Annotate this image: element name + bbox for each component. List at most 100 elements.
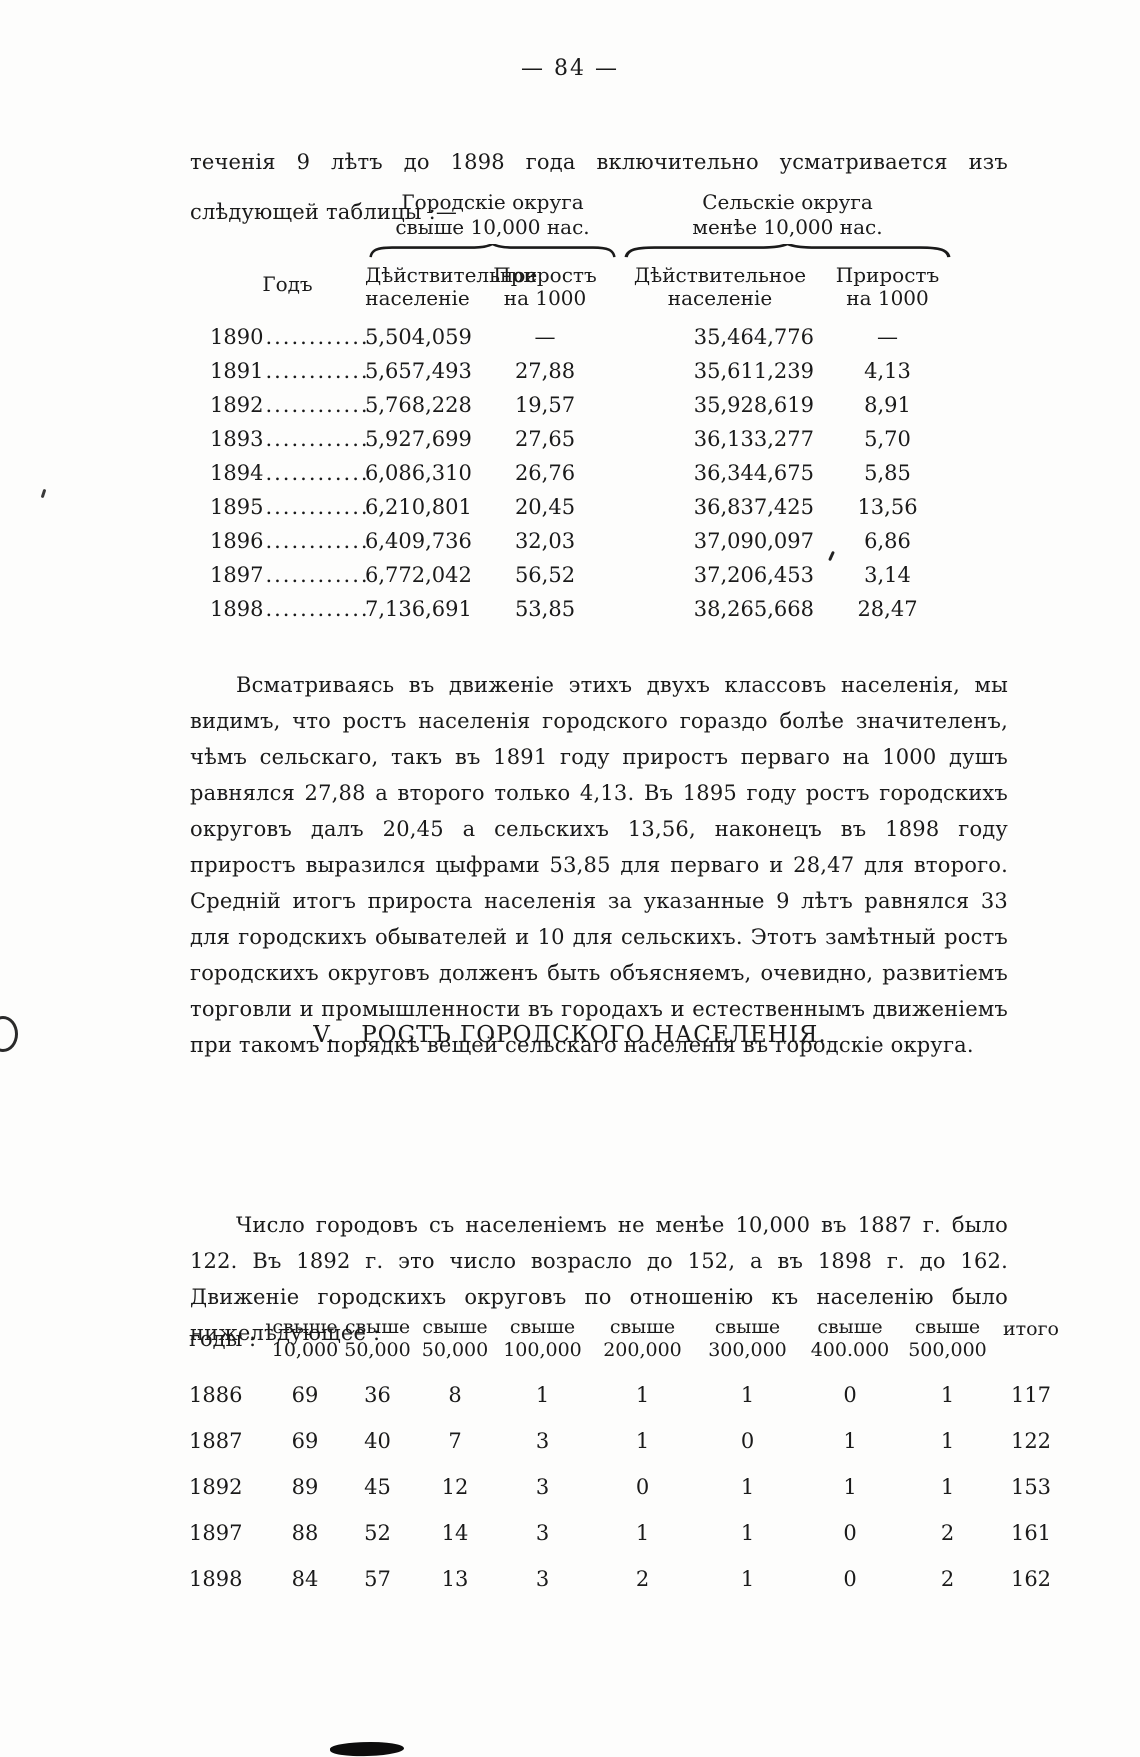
margin-tick-artifact — [40, 488, 47, 499]
cell-count: 3 — [535, 1567, 550, 1591]
urban-group-header: Городскіе округа свыше 10,000 нас. — [365, 190, 620, 244]
cell-rural-population: 37,206,453 — [693, 563, 814, 587]
cell-urban-population: 6,086,310 — [365, 461, 472, 485]
cell-urban-growth: 53,85 — [514, 597, 576, 621]
overbrace-icon — [369, 244, 616, 258]
cell-count: 13 — [441, 1567, 469, 1591]
cell-count: 8 — [448, 1383, 462, 1407]
cell-urban-growth: 26,76 — [514, 461, 576, 485]
cell-rural-growth: 4,13 — [864, 359, 911, 383]
column-header-urban-growth: Приростъ на 1000 — [470, 260, 620, 320]
size-header-400000: свыше 400.000 — [800, 1316, 900, 1372]
ink-smudge — [329, 1740, 405, 1757]
cell-rural-growth: 3,14 — [864, 563, 911, 587]
header-line: населеніе — [667, 286, 773, 310]
page-number: — 84 — — [521, 56, 619, 81]
size-header-500000: свыше 500,000 — [900, 1316, 995, 1372]
cell-count: 2 — [635, 1567, 650, 1591]
cell-rural-growth: 13,56 — [857, 495, 918, 519]
header-line: на 1000 — [846, 286, 929, 310]
cell-urban-growth: 20,45 — [514, 495, 576, 519]
total-header: итого — [1002, 1318, 1059, 1340]
section-heading: V. РОСТЪ ГОРОДСКОГО НАСЕЛЕНІЯ. — [0, 1022, 1140, 1048]
cell-year: 1891............ — [210, 359, 370, 383]
cell-count: 84 — [291, 1567, 319, 1591]
cell-count: 7 — [448, 1429, 462, 1453]
cell-count: 40 — [364, 1429, 391, 1453]
size-header-100000: свыше 100,000 — [495, 1316, 590, 1372]
cell-count: 1 — [940, 1429, 955, 1453]
city-count-paragraph: Число городовъ съ населеніемъ не менѣе 1… — [190, 1213, 1008, 1345]
rural-overbrace — [620, 244, 955, 260]
cell-rural-population: 35,464,776 — [693, 325, 814, 349]
urban-overbrace — [365, 244, 620, 260]
cell-urban-population: 6,210,801 — [365, 495, 472, 519]
cell-count: 88 — [291, 1521, 319, 1545]
size-header-50000b: свыше 50,000 — [415, 1316, 495, 1372]
header-line: 50,000 — [421, 1339, 489, 1361]
cell-count: 52 — [364, 1521, 391, 1545]
cell-count: 3 — [535, 1475, 550, 1499]
cell-count: 1 — [940, 1383, 955, 1407]
cell-count: 0 — [635, 1475, 650, 1499]
cell-urban-growth: 27,65 — [514, 427, 576, 451]
cell-count: 0 — [843, 1383, 857, 1407]
header-line: свыше — [914, 1316, 981, 1338]
cell-urban-growth: 19,57 — [514, 393, 576, 417]
header-line: 50,000 — [344, 1339, 411, 1361]
column-header-urban-actual: Дѣйствительное населеніе — [365, 260, 538, 320]
section-title: РОСТЪ ГОРОДСКОГО НАСЕЛЕНІЯ. — [361, 1022, 827, 1048]
cell-count: 36 — [364, 1383, 391, 1407]
cell-urban-population: 6,772,042 — [365, 563, 472, 587]
cell-year: 1890............ — [210, 325, 370, 349]
cell-urban-growth: — — [534, 325, 556, 349]
cell-count: 0 — [740, 1429, 755, 1453]
header-line: свыше — [509, 1316, 576, 1338]
column-header-rural-actual: Дѣйствительное населеніе — [620, 260, 820, 320]
header-line: Приростъ — [493, 263, 597, 287]
cell-year: 1898 — [189, 1567, 243, 1591]
header-line: свыше — [609, 1316, 676, 1338]
header-line: Приростъ — [835, 263, 940, 287]
header-line: свыше — [272, 1316, 338, 1338]
cell-year: 1897 — [189, 1521, 243, 1545]
cell-rural-growth: 5,70 — [864, 427, 911, 451]
cell-urban-growth: 32,03 — [514, 529, 576, 553]
cell-count: 1 — [843, 1429, 857, 1453]
cell-count: 0 — [843, 1567, 857, 1591]
cell-count: 57 — [364, 1567, 391, 1591]
header-line: Дѣйствительное — [365, 263, 538, 287]
cell-count: 3 — [535, 1521, 550, 1545]
years-label: годы : — [189, 1326, 257, 1351]
cell-rural-growth: 8,91 — [864, 393, 911, 417]
cell-total: 117 — [1010, 1383, 1052, 1407]
cell-count: 1 — [843, 1475, 857, 1499]
header-line: свыше — [422, 1316, 488, 1338]
cell-urban-population: 5,504,059 — [365, 325, 472, 349]
urban-group-line2: свыше 10,000 нас. — [395, 215, 590, 239]
cell-count: 1 — [535, 1383, 550, 1407]
cell-rural-population: 37,090,097 — [693, 529, 814, 553]
cell-count: 1 — [635, 1383, 650, 1407]
header-line: свыше — [714, 1316, 781, 1338]
cell-count: 12 — [441, 1475, 469, 1499]
header-line: 100,000 — [503, 1339, 582, 1361]
header-line: 400.000 — [810, 1339, 890, 1361]
header-line: Дѣйствительное — [633, 263, 807, 287]
cell-total: 122 — [1010, 1429, 1052, 1453]
size-header-200000: свыше 200,000 — [590, 1316, 695, 1372]
header-line: населеніе — [365, 286, 470, 310]
cell-count: 1 — [740, 1383, 755, 1407]
cell-rural-growth: — — [877, 325, 898, 349]
cell-rural-population: 38,265,668 — [693, 597, 814, 621]
cell-rural-population: 36,837,425 — [693, 495, 814, 519]
urban-group-line1: Городскіе округа — [401, 190, 584, 214]
cell-rural-population: 35,928,619 — [693, 393, 814, 417]
cell-urban-population: 5,768,228 — [365, 393, 472, 417]
cell-count: 69 — [291, 1383, 319, 1407]
cell-year: 1887 — [189, 1429, 243, 1453]
cell-rural-growth: 28,47 — [857, 597, 918, 621]
cell-count: 0 — [843, 1521, 857, 1545]
overbrace-icon — [624, 244, 951, 258]
rural-group-line1: Сельскіе округа — [702, 190, 873, 214]
